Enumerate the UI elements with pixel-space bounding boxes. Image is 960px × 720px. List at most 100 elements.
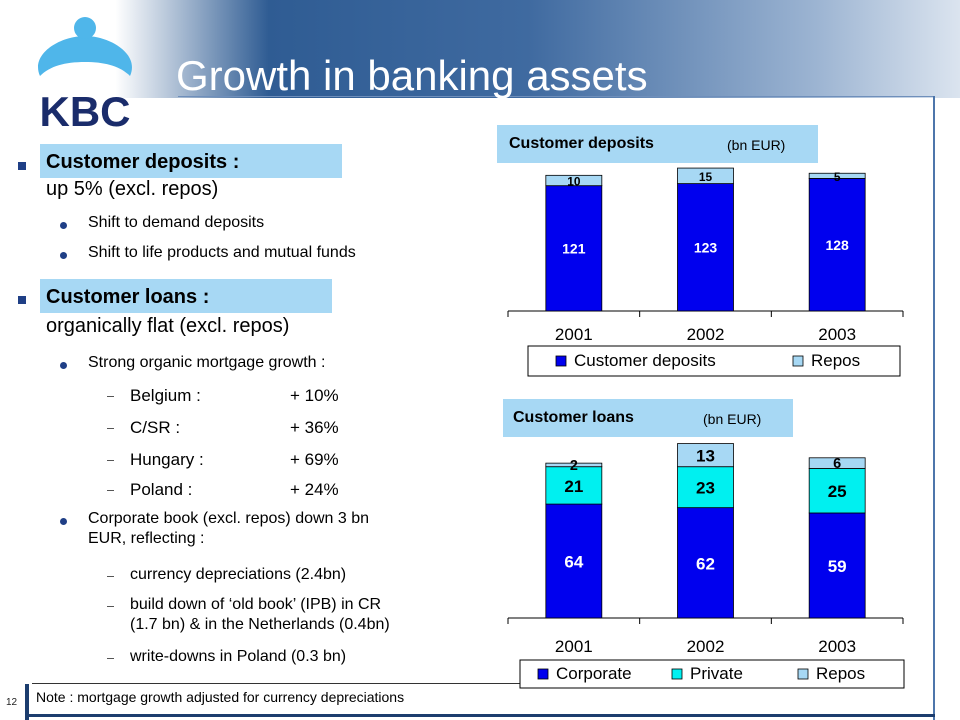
right-frame-line bbox=[933, 96, 935, 720]
bar-segment bbox=[808, 468, 866, 514]
growth-value: + 10% bbox=[290, 386, 339, 405]
bullet-square bbox=[18, 162, 26, 170]
data-label: 121 bbox=[562, 241, 586, 257]
reason-text: currency depreciations (2.4bn) bbox=[130, 566, 347, 583]
left-frame-line bbox=[25, 684, 29, 720]
loans-chart: 64 21 2 2001 62 23 13 2002 59 25 6 2003 Corporate Pri… bbox=[507, 440, 905, 689]
deposits-heading-highlight bbox=[40, 144, 342, 178]
bottom-frame-line bbox=[25, 714, 935, 717]
chart-1-title: Customer deposits bbox=[509, 135, 654, 152]
bar-segment bbox=[677, 507, 734, 619]
bar-segment bbox=[677, 466, 734, 509]
legend-swatch bbox=[537, 668, 549, 680]
bar-segment bbox=[808, 512, 866, 619]
page-number: 12 bbox=[6, 697, 18, 708]
data-label: 59 bbox=[828, 557, 847, 576]
dash-marker bbox=[107, 428, 114, 429]
chart-2-unit: (bn EUR) bbox=[703, 411, 762, 427]
bar-segment bbox=[677, 167, 734, 185]
category-label: 2001 bbox=[555, 325, 593, 344]
growth-country: Poland : bbox=[130, 480, 193, 499]
bar-segment bbox=[545, 174, 603, 187]
bullet-square bbox=[18, 296, 26, 304]
data-label: 23 bbox=[696, 479, 715, 498]
growth-country: Hungary : bbox=[130, 450, 204, 469]
dash-marker bbox=[107, 490, 114, 491]
legend-label: Repos bbox=[811, 351, 860, 370]
bar-segment bbox=[545, 462, 603, 468]
category-label: 2001 bbox=[555, 637, 593, 656]
kbc-logo-text: KBC bbox=[40, 88, 131, 135]
reason-text: write-downs in Poland (0.3 bn) bbox=[130, 648, 347, 665]
chart-2-title-box: Customer loans (bn EUR) bbox=[503, 399, 793, 437]
category-label: 2003 bbox=[818, 325, 856, 344]
data-label: 64 bbox=[564, 553, 583, 572]
data-label: 21 bbox=[564, 477, 583, 496]
kbc-logo: KBC bbox=[38, 17, 132, 135]
kbc-logo-figure bbox=[38, 36, 132, 76]
page-title: Growth in banking assets bbox=[176, 52, 648, 99]
dash-marker bbox=[107, 460, 114, 461]
growth-value: + 24% bbox=[290, 480, 339, 499]
data-label: 123 bbox=[694, 240, 718, 256]
data-label: 15 bbox=[699, 170, 713, 184]
header-banner bbox=[0, 0, 960, 98]
legend-swatch bbox=[671, 668, 683, 680]
chart-2-title: Customer loans bbox=[513, 409, 634, 426]
deposits-bullet-1: Shift to demand deposits bbox=[88, 214, 265, 231]
growth-country: Belgium : bbox=[130, 386, 201, 405]
deposits-subheading: up 5% (excl. repos) bbox=[46, 178, 219, 200]
bullet-dot bbox=[60, 222, 67, 229]
bullet-dot bbox=[60, 518, 67, 525]
bar-segment bbox=[677, 443, 734, 468]
deposits-chart: 121 10 2001 123 15 2002 128 5 2003 Customer depos… bbox=[507, 166, 904, 377]
dash-marker bbox=[107, 658, 114, 659]
dash-marker bbox=[107, 576, 114, 577]
data-label: 13 bbox=[696, 447, 715, 466]
dash-marker bbox=[107, 606, 114, 607]
legend-label: Repos bbox=[816, 664, 865, 683]
deposits-bullet-2: Shift to life products and mutual funds bbox=[88, 244, 356, 261]
reason-text: (1.7 bn) & in the Netherlands (0.4bn) bbox=[130, 616, 390, 633]
growth-value: + 69% bbox=[290, 450, 339, 469]
legend-swatch bbox=[792, 355, 804, 367]
legend-label: Private bbox=[690, 664, 743, 683]
bar-segment bbox=[545, 466, 603, 505]
legend-swatch bbox=[555, 355, 567, 367]
loans-bullet-2-line-2: EUR, reflecting : bbox=[88, 530, 205, 547]
kbc-logo-head bbox=[74, 17, 96, 39]
loans-heading-highlight bbox=[40, 279, 332, 313]
bullet-dot bbox=[60, 362, 67, 369]
footnote: Note : mortgage growth adjusted for curr… bbox=[32, 683, 528, 712]
legend-label: Customer deposits bbox=[574, 351, 716, 370]
legend-box bbox=[519, 659, 905, 689]
bar-segment bbox=[545, 185, 603, 312]
data-label: 10 bbox=[567, 175, 581, 189]
bar-segment bbox=[808, 457, 866, 469]
chart-1-title-box: Customer deposits (bn EUR) bbox=[497, 125, 818, 163]
category-label: 2003 bbox=[818, 637, 856, 656]
dash-marker bbox=[107, 396, 114, 397]
growth-value: + 36% bbox=[290, 418, 339, 437]
chart-1-unit: (bn EUR) bbox=[727, 137, 786, 153]
data-label: 25 bbox=[828, 482, 847, 501]
data-label: 6 bbox=[833, 456, 841, 472]
data-label: 2 bbox=[570, 458, 578, 474]
loans-bullet-1: Strong organic mortgage growth : bbox=[88, 354, 326, 371]
legend-label: Corporate bbox=[556, 664, 632, 683]
category-label: 2002 bbox=[687, 325, 725, 344]
deposits-heading: Customer deposits : bbox=[46, 151, 240, 173]
category-label: 2002 bbox=[687, 637, 725, 656]
loans-bullet-2-line-1: Corporate book (excl. repos) down 3 bn bbox=[88, 510, 370, 527]
footnote-text: Note : mortgage growth adjusted for curr… bbox=[36, 689, 405, 705]
data-label: 128 bbox=[825, 237, 849, 253]
bullet-dot bbox=[60, 252, 67, 259]
bar-segment bbox=[808, 178, 866, 312]
bar-segment bbox=[545, 503, 603, 619]
header-rule bbox=[178, 96, 934, 97]
legend-box bbox=[527, 345, 901, 377]
loans-subheading: organically flat (excl. repos) bbox=[46, 315, 290, 337]
reason-text: build down of ‘old book’ (IPB) in CR bbox=[130, 596, 382, 613]
loans-heading: Customer loans : bbox=[46, 286, 210, 308]
data-label: 5 bbox=[834, 170, 841, 184]
